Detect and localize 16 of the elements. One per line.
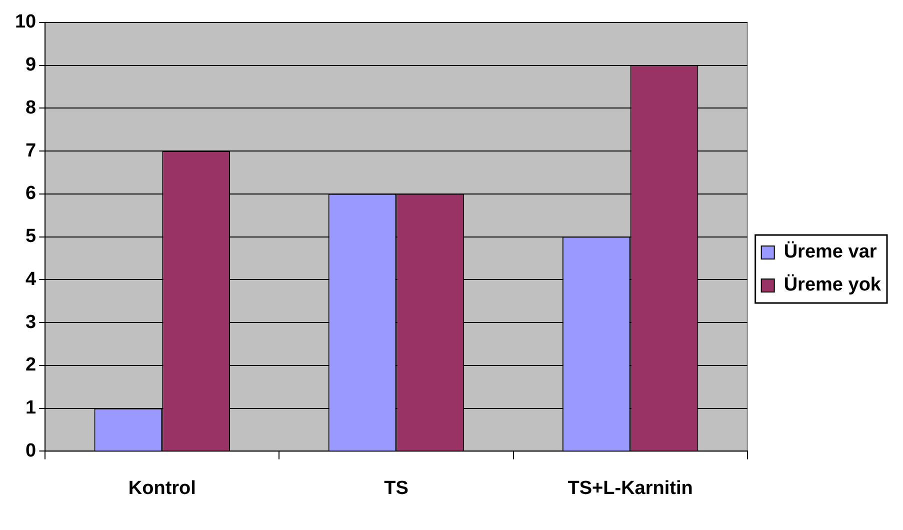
y-tick-label: 2 [26,354,36,376]
x-tick-label: TS+L-Karnitin [568,478,693,499]
y-tick-label: 8 [26,97,36,118]
x-tick-label: TS [384,478,408,499]
y-tick-label: 9 [26,54,36,76]
y-tick-label: 3 [26,312,36,333]
x-tick-label: Kontrol [128,478,196,499]
legend-label: Üreme yok [784,274,882,296]
y-tick-label: 10 [14,12,36,33]
legend-label: Üreme var [784,240,878,263]
y-tick-label: 6 [26,183,36,204]
y-tick-label: 5 [26,226,37,248]
y-tick-label: 7 [26,140,36,162]
y-tick-label: 4 [26,268,37,290]
y-tick-label: 0 [26,440,36,462]
y-tick-label: 1 [26,398,37,419]
